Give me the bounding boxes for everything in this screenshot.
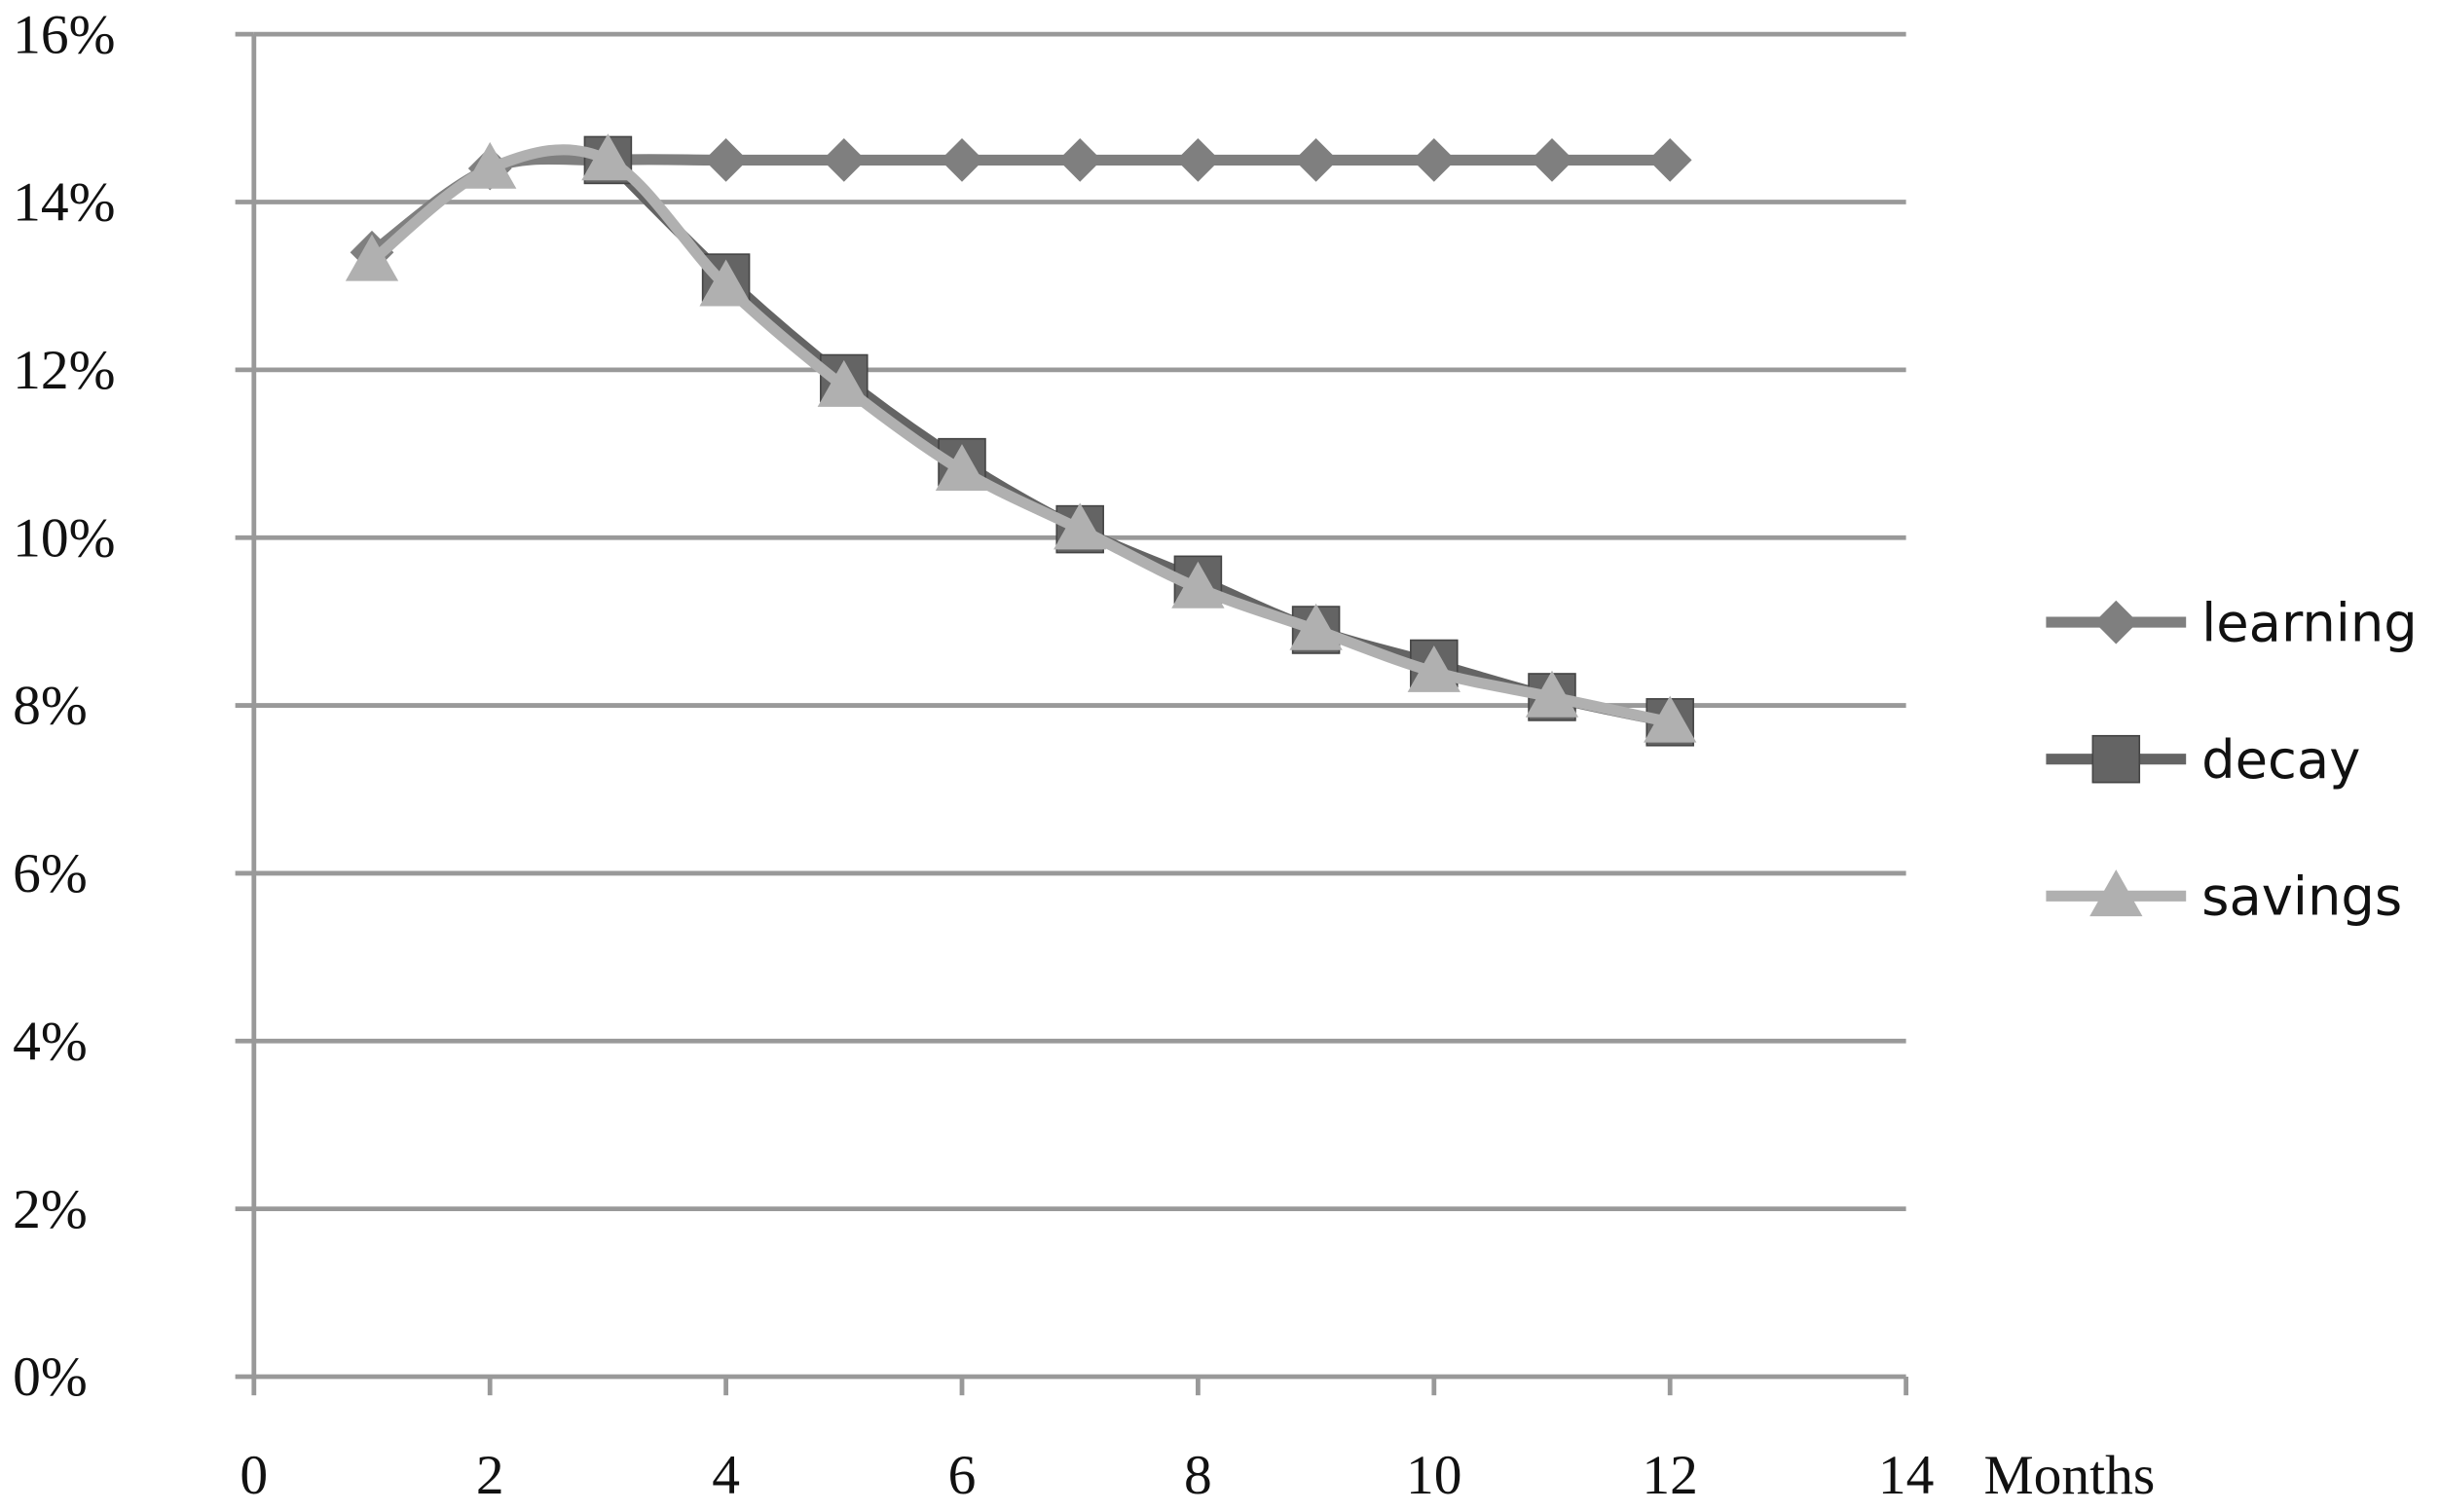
legend-label: learning (2201, 592, 2418, 653)
marker (935, 444, 989, 492)
series-line (604, 156, 1672, 728)
x-tick-label: 2 (476, 1445, 504, 1506)
marker (1530, 138, 1574, 182)
marker (1647, 138, 1692, 182)
marker (1289, 603, 1343, 650)
x-tick-label: 14 (1878, 1445, 1935, 1506)
legend-marker (2091, 734, 2141, 784)
x-tick-label: 8 (1184, 1445, 1212, 1506)
legend-label: savings (2201, 866, 2402, 927)
marker (1294, 138, 1338, 182)
y-tick-label: 0% (13, 1346, 88, 1408)
y-tick-label: 2% (13, 1179, 88, 1240)
x-tick-label: 12 (1642, 1445, 1698, 1506)
y-tick-label: 4% (13, 1011, 88, 1072)
marker (704, 138, 748, 182)
legend-marker (2093, 600, 2138, 645)
y-tick-label: 16% (13, 4, 115, 65)
marker (699, 259, 753, 307)
marker (1644, 695, 1697, 743)
marker (1407, 645, 1460, 692)
y-tick-label: 10% (13, 507, 115, 569)
x-tick-label: 4 (712, 1445, 740, 1506)
marker (581, 133, 635, 181)
marker (1525, 670, 1579, 718)
legend-marker (2089, 869, 2143, 917)
y-tick-label: 6% (13, 843, 88, 904)
marker (1054, 502, 1107, 550)
x-tick-label: 0 (240, 1445, 268, 1506)
y-tick-label: 14% (13, 172, 115, 234)
marker (822, 138, 867, 182)
series-line (368, 153, 1671, 257)
y-tick-label: 8% (13, 676, 88, 737)
marker (345, 234, 399, 281)
marker (940, 138, 984, 182)
y-tick-label: 12% (13, 340, 115, 401)
marker (817, 359, 870, 407)
series-line (368, 144, 1672, 728)
x-tick-label: 6 (948, 1445, 977, 1506)
marker (1171, 561, 1225, 608)
x-tick-label: 10 (1406, 1445, 1462, 1506)
x-axis-label: Months (1983, 1445, 2155, 1506)
legend-label: decay (2201, 729, 2360, 791)
marker (1057, 138, 1102, 182)
marker (463, 141, 517, 189)
marker (1176, 138, 1220, 182)
marker (1412, 138, 1457, 182)
